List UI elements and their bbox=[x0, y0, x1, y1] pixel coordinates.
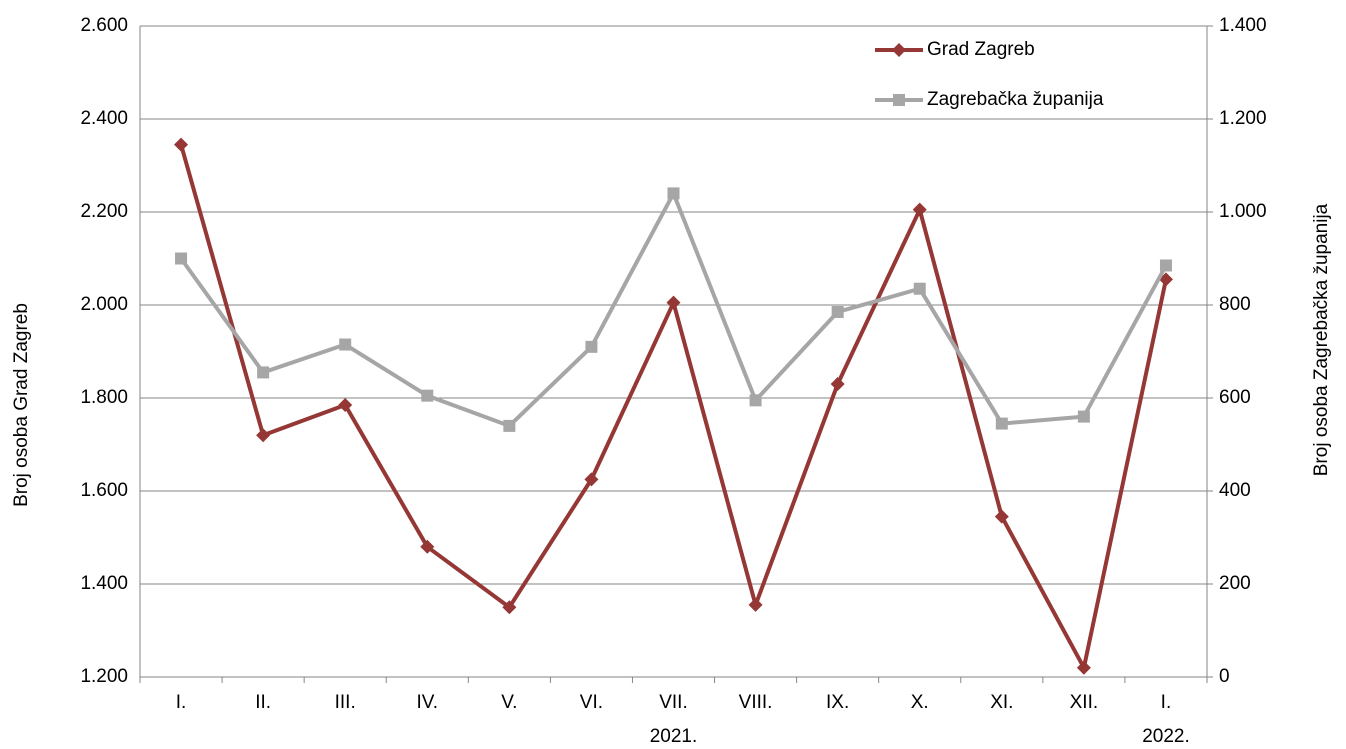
marker bbox=[175, 252, 188, 265]
x-tick-label: I. bbox=[176, 692, 187, 713]
y2-tick-label: 800 bbox=[1219, 294, 1251, 315]
marker bbox=[338, 397, 353, 412]
y-tick-label: 1.600 bbox=[80, 480, 128, 501]
y2-tick-label: 1.400 bbox=[1219, 15, 1267, 36]
y-tick-label: 2.000 bbox=[80, 294, 128, 315]
series-line bbox=[179, 144, 1168, 670]
legend-marker bbox=[892, 43, 906, 57]
marker bbox=[831, 305, 844, 318]
x-tick-label: IX. bbox=[826, 692, 849, 713]
marker bbox=[749, 394, 762, 407]
x-tick-label: VIII. bbox=[739, 692, 773, 713]
marker bbox=[174, 137, 189, 152]
y2-axis-title: Broj osoba Zagrebačka županija bbox=[1311, 203, 1332, 476]
y-tick-label: 1.800 bbox=[80, 387, 128, 408]
x-tick-label: V. bbox=[501, 692, 517, 713]
marker bbox=[584, 472, 599, 487]
marker bbox=[256, 428, 271, 443]
legend-label: Zagrebačka županija bbox=[927, 89, 1104, 110]
marker bbox=[830, 377, 845, 392]
x-tick-label: III. bbox=[335, 692, 356, 713]
x-tick-label: VII. bbox=[659, 692, 688, 713]
x-tick-label: XII. bbox=[1070, 692, 1099, 713]
marker bbox=[666, 295, 681, 310]
marker bbox=[994, 509, 1009, 524]
legend-label: Grad Zagreb bbox=[927, 39, 1035, 60]
y-axis-title: Broj osoba Grad Zagreb bbox=[11, 303, 32, 507]
y2-tick-label: 1.000 bbox=[1219, 201, 1267, 222]
year-label: 2022. bbox=[1142, 726, 1190, 747]
x-tick-label: X. bbox=[911, 692, 929, 713]
marker bbox=[1159, 259, 1172, 272]
x-tick-label: II. bbox=[255, 692, 271, 713]
year-label: 2021. bbox=[650, 726, 698, 747]
marker bbox=[912, 202, 927, 217]
y-tick-label: 2.400 bbox=[80, 108, 128, 129]
marker bbox=[748, 597, 763, 612]
y-tick-label: 2.200 bbox=[80, 201, 128, 222]
y2-tick-label: 600 bbox=[1219, 387, 1251, 408]
marker bbox=[667, 187, 680, 200]
y2-tick-label: 400 bbox=[1219, 480, 1251, 501]
y2-tick-label: 200 bbox=[1219, 573, 1251, 594]
x-tick-label: VI. bbox=[580, 692, 603, 713]
marker bbox=[913, 282, 926, 295]
x-tick-label: XI. bbox=[990, 692, 1013, 713]
marker bbox=[503, 419, 516, 432]
y-tick-label: 2.600 bbox=[80, 15, 128, 36]
y2-tick-label: 1.200 bbox=[1219, 108, 1267, 129]
y-tick-label: 1.400 bbox=[80, 573, 128, 594]
marker bbox=[1077, 410, 1090, 423]
marker bbox=[1076, 660, 1091, 675]
marker bbox=[995, 417, 1008, 430]
marker bbox=[502, 600, 517, 615]
marker bbox=[585, 340, 598, 353]
y2-tick-label: 0 bbox=[1219, 666, 1230, 687]
x-tick-label: IV. bbox=[417, 692, 439, 713]
y-tick-label: 1.200 bbox=[80, 666, 128, 687]
x-tick-label: I. bbox=[1161, 692, 1172, 713]
marker bbox=[257, 366, 270, 379]
marker bbox=[339, 338, 352, 351]
marker bbox=[420, 539, 435, 554]
legend-marker bbox=[893, 94, 905, 106]
marker bbox=[421, 389, 434, 402]
